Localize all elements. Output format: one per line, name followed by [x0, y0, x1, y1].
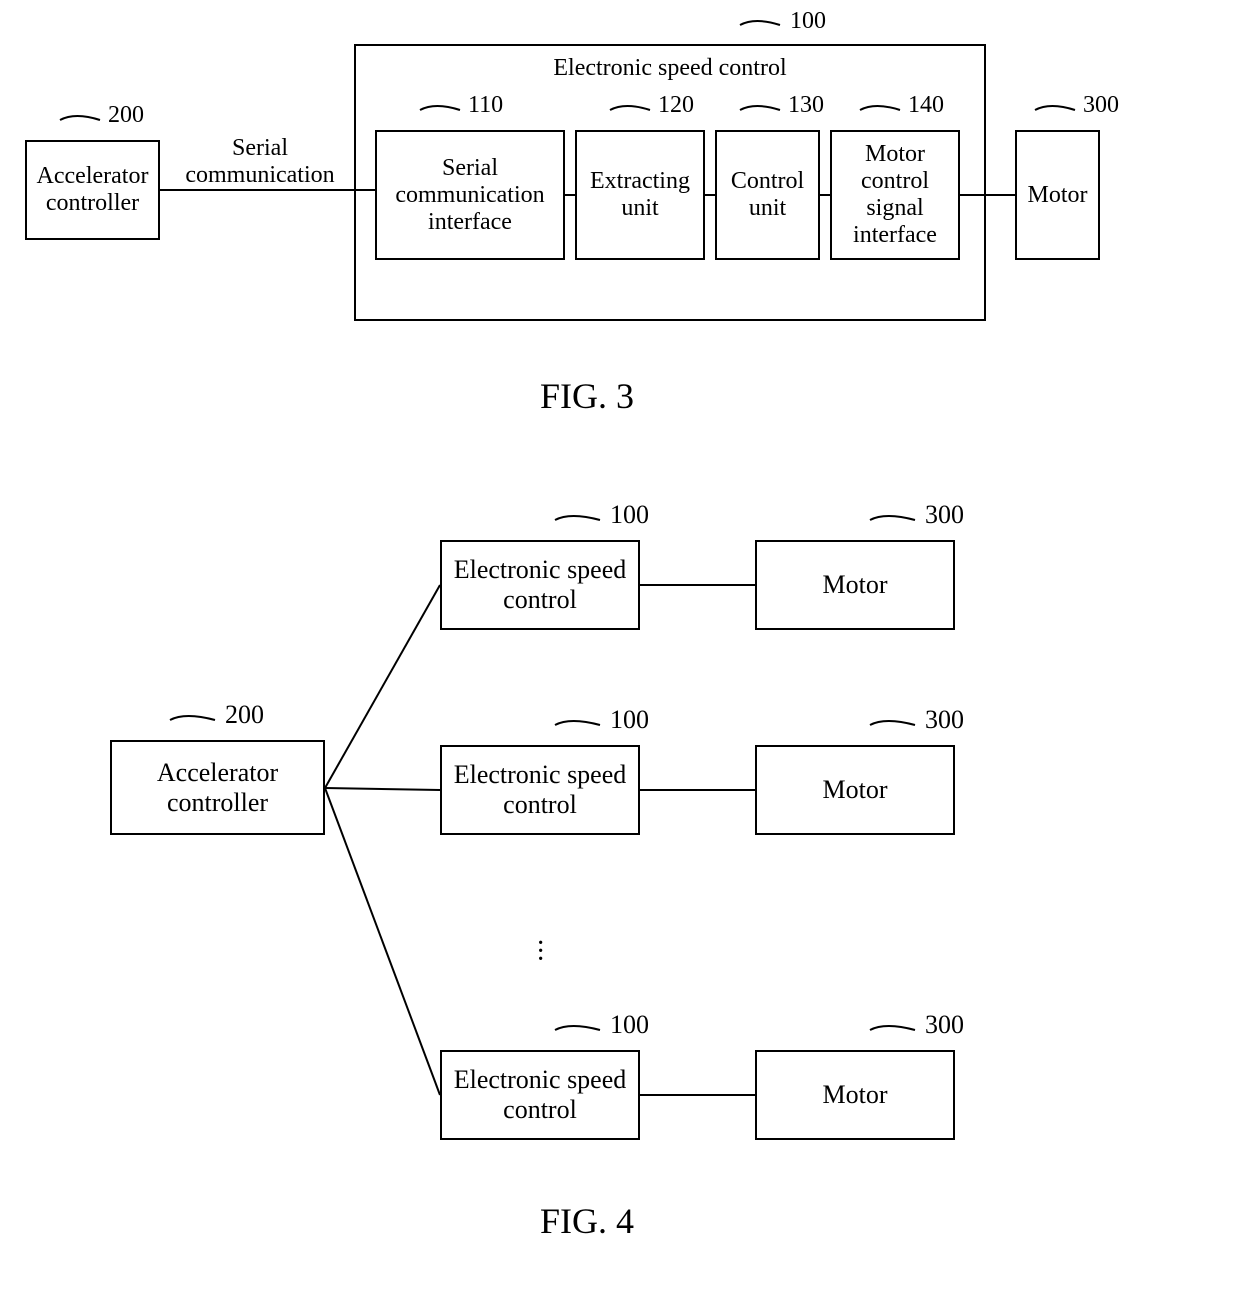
sci-ref: 110	[468, 92, 503, 119]
mcsi-ref: 140	[908, 92, 944, 119]
fig4-motor-ref-1: 300	[925, 705, 964, 735]
fig4-motor-ref-0: 300	[925, 500, 964, 530]
ext-ref: 120	[658, 92, 694, 119]
sci-box: Serial communication interface	[375, 130, 565, 260]
fig4-motor-box-0: Motor	[755, 540, 955, 630]
fig4-esc-box-1: Electronic speed control	[440, 745, 640, 835]
serial-comm-edge-label: Serial communication	[165, 135, 355, 189]
fig4-accel-ref: 200	[225, 700, 264, 730]
fig4-motor-box-1: Motor	[755, 745, 955, 835]
fig4-esc-box-2: Electronic speed control	[440, 1050, 640, 1140]
ctrl-ref: 130	[788, 92, 824, 119]
esc-container-ref: 100	[790, 8, 826, 35]
fig4-accelerator-controller-box: Accelerator controller	[110, 740, 325, 835]
fig4-esc-box-0: Electronic speed control	[440, 540, 640, 630]
esc-container-title: Electronic speed control	[400, 55, 940, 82]
accelerator-controller-box: Accelerator controller	[25, 140, 160, 240]
control-unit-box: Control unit	[715, 130, 820, 260]
fig3-caption: FIG. 3	[540, 375, 634, 417]
extracting-unit-box: Extracting unit	[575, 130, 705, 260]
fig4-caption: FIG. 4	[540, 1200, 634, 1242]
fig4-motor-box-2: Motor	[755, 1050, 955, 1140]
fig4-motor-ref-2: 300	[925, 1010, 964, 1040]
mcsi-box: Motor control signal interface	[830, 130, 960, 260]
fig4-esc-ref-2: 100	[610, 1010, 649, 1040]
accel-ref: 200	[108, 102, 144, 129]
fig4-esc-ref-0: 100	[610, 500, 649, 530]
motor-box: Motor	[1015, 130, 1100, 260]
ellipsis-icon: ···	[536, 940, 545, 964]
motor-ref: 300	[1083, 92, 1119, 119]
fig4-esc-ref-1: 100	[610, 705, 649, 735]
